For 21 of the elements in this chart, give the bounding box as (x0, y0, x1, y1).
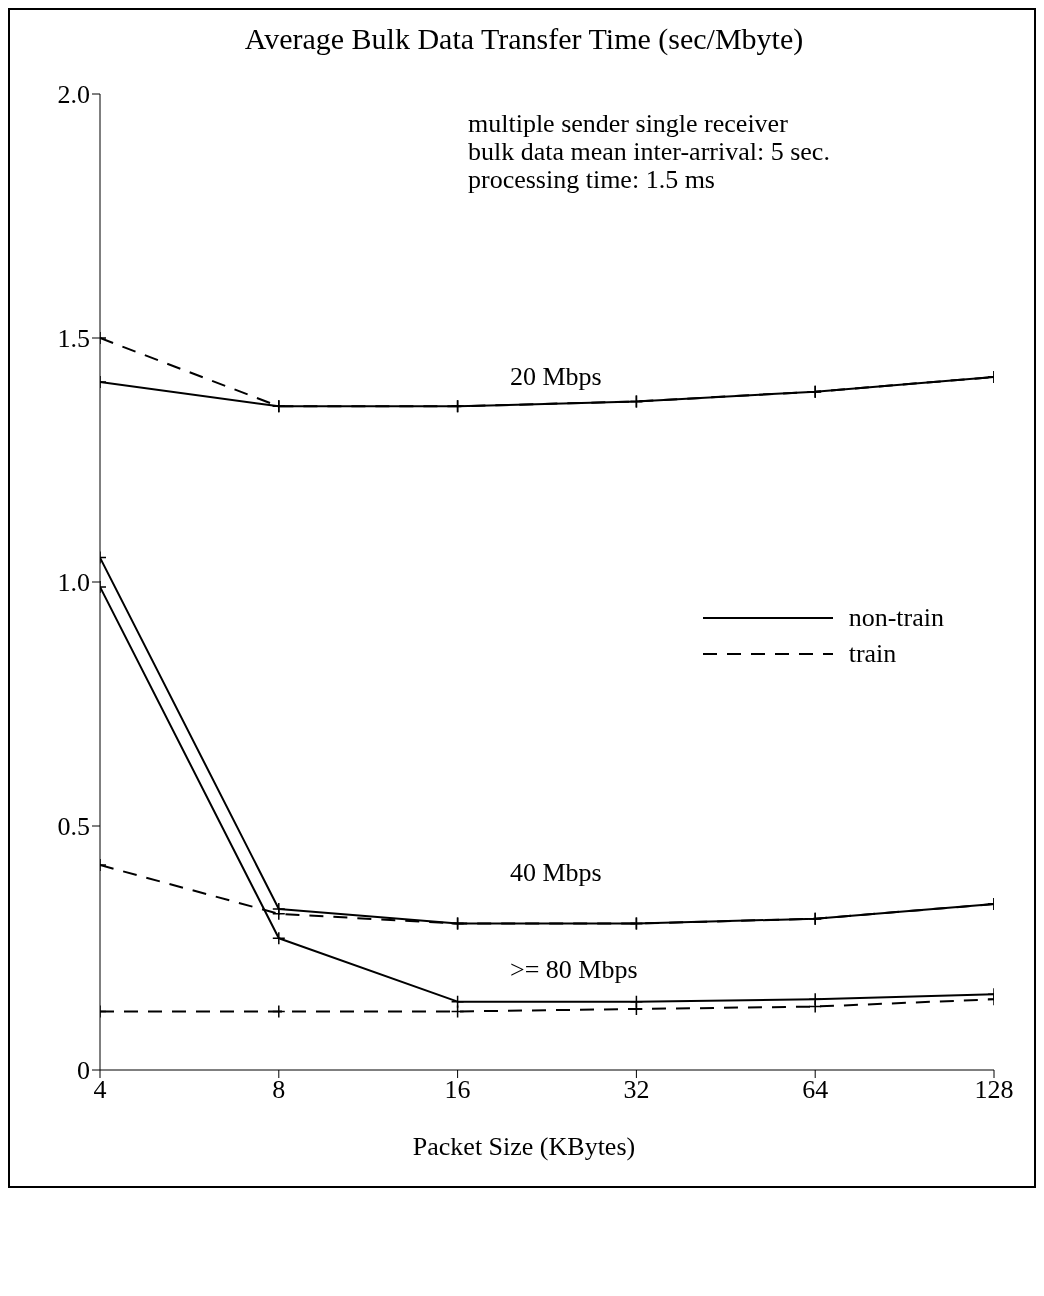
x-tick-label: 128 (974, 1075, 1014, 1105)
annotation: 40 Mbps (510, 858, 602, 888)
y-tick-label: 1.5 (57, 324, 90, 354)
annotation: multiple sender single receiver (468, 109, 789, 138)
y-tick-label: 0 (77, 1056, 90, 1086)
y-tick-label: 0.5 (57, 812, 90, 842)
legend-label: train (848, 639, 897, 669)
annotation: 20 Mbps (510, 362, 602, 392)
annotation: processing time: 1.5 ms (468, 165, 716, 194)
y-tick-label: 1.0 (57, 568, 90, 598)
x-tick-label: 4 (93, 1075, 107, 1105)
x-tick-label: 16 (444, 1075, 471, 1105)
legend-label: non-train (848, 603, 944, 633)
x-axis-title: Packet Size (KBytes) (411, 1132, 637, 1162)
x-tick-label: 32 (623, 1075, 650, 1105)
x-tick-label: 8 (272, 1075, 286, 1105)
annotation: bulk data mean inter-arrival: 5 sec. (468, 137, 830, 166)
y-tick-label: 2.0 (57, 80, 90, 110)
chart-title: Average Bulk Data Transfer Time (sec/Mbyte) (243, 22, 805, 56)
annotation: >= 80 Mbps (510, 955, 638, 985)
x-tick-label: 64 (802, 1075, 829, 1105)
